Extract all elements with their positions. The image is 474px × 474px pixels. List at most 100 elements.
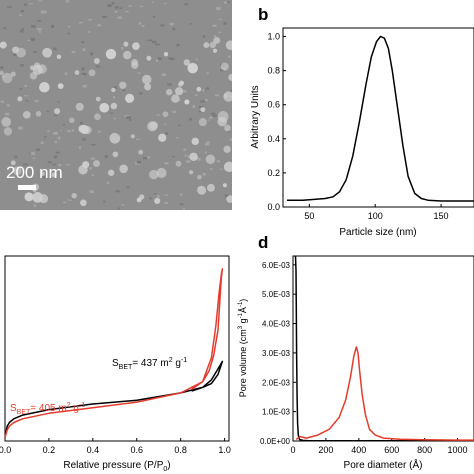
sem-particle	[32, 192, 43, 203]
sem-texture-grain	[67, 32, 71, 35]
sem-particle	[183, 59, 191, 66]
sem-particle	[188, 170, 194, 175]
sem-texture-grain	[205, 142, 210, 146]
x-tick-label: 0.8	[174, 445, 187, 455]
sem-texture-grain	[165, 132, 169, 135]
sem-texture-grain	[21, 28, 24, 31]
sem-texture-grain	[53, 131, 59, 135]
plot-frame-b	[282, 27, 474, 208]
sem-texture-grain	[38, 31, 42, 33]
sem-texture-grain	[42, 10, 48, 13]
sem-texture-grain	[24, 3, 27, 6]
annotation-sbet-black: SBET= 437 m2 g-1	[112, 357, 187, 371]
sem-particle	[22, 110, 31, 119]
sem-particle	[224, 124, 231, 132]
sem-particle	[109, 132, 121, 144]
sem-texture-grain	[229, 138, 233, 141]
sem-particle	[189, 152, 198, 161]
sem-texture-grain	[82, 48, 86, 51]
sem-texture-grain	[198, 106, 204, 108]
sem-texture-grain	[6, 104, 11, 107]
sem-texture-grain	[107, 4, 112, 7]
sem-texture-grain	[207, 119, 210, 121]
sem-texture-grain	[129, 119, 132, 121]
sem-particle	[57, 83, 64, 90]
sem-texture-grain	[151, 1, 154, 3]
sem-texture-grain	[216, 7, 221, 11]
sem-texture-grain	[189, 117, 192, 121]
sem-texture-grain	[71, 129, 75, 132]
sem-micrograph	[0, 0, 236, 211]
sem-texture-grain	[154, 43, 160, 46]
x-tick-label: 100	[368, 211, 383, 221]
sem-particle	[1, 117, 12, 127]
sem-particle	[212, 48, 218, 53]
sem-texture-grain	[71, 50, 76, 54]
sem-texture-grain	[62, 124, 65, 126]
sem-texture-grain	[220, 69, 225, 72]
sem-texture-grain	[203, 90, 207, 92]
sem-texture-grain	[180, 193, 183, 196]
sem-texture-grain	[53, 47, 57, 51]
sem-particle	[82, 161, 90, 169]
sem-texture-grain	[82, 138, 87, 141]
sem-texture-grain	[139, 5, 144, 8]
sem-particle	[165, 88, 173, 96]
sem-particle	[209, 41, 217, 49]
sem-texture-grain	[90, 157, 96, 160]
x-tick-label: 0.2	[43, 445, 56, 455]
sem-particle	[107, 169, 115, 176]
sem-texture-grain	[209, 116, 213, 119]
sem-texture-grain	[88, 18, 92, 21]
sem-particle	[68, 117, 75, 124]
sem-texture-grain	[164, 162, 169, 165]
sem-texture-grain	[114, 6, 119, 9]
sem-texture-grain	[4, 112, 10, 116]
panel-letter-b: b	[258, 5, 268, 24]
sem-texture-grain	[152, 15, 155, 18]
sem-particle	[56, 54, 62, 60]
sem-texture-grain	[120, 46, 124, 50]
scale-bar	[18, 185, 36, 190]
annotation-sbet-red: SBET= 405 m2 g-1	[10, 402, 85, 416]
sem-particle	[162, 111, 169, 118]
sem-texture-grain	[27, 39, 31, 42]
sem-texture-grain	[58, 164, 62, 167]
sem-texture-grain	[223, 22, 227, 25]
sem-texture-grain	[227, 1, 230, 4]
sem-particle	[138, 149, 144, 155]
sem-particle	[32, 64, 43, 75]
sem-texture-grain	[183, 148, 187, 151]
sem-texture-grain	[102, 15, 108, 18]
y-tick-label: 6.0E-03	[262, 261, 291, 270]
sem-texture-grain	[196, 157, 201, 161]
sem-texture-grain	[18, 126, 23, 130]
sem-texture-grain	[172, 110, 176, 113]
sem-texture-grain	[55, 151, 60, 154]
sem-texture-grain	[202, 35, 205, 38]
sem-texture-grain	[91, 144, 96, 146]
sem-texture-grain	[114, 10, 118, 13]
sem-particle	[220, 62, 229, 71]
sem-texture-grain	[218, 31, 222, 34]
sem-texture-grain	[29, 166, 34, 169]
sem-texture-grain	[47, 130, 50, 132]
sem-particle	[223, 145, 231, 153]
sem-texture-grain	[119, 7, 123, 9]
sem-particle	[3, 127, 13, 136]
sem-texture-grain	[147, 39, 153, 42]
sem-particle	[200, 107, 206, 113]
sem-texture-grain	[88, 166, 92, 170]
sem-texture-grain	[206, 72, 209, 74]
sem-particle	[39, 81, 50, 93]
sem-texture-grain	[37, 28, 42, 31]
sem-texture-grain	[81, 67, 85, 71]
sem-texture-grain	[213, 35, 217, 38]
y-tick-label: 1.0E-03	[262, 408, 291, 417]
sem-particle	[75, 102, 84, 111]
sem-particle	[99, 102, 110, 113]
sem-texture-grain	[91, 174, 95, 177]
sem-texture-grain	[13, 53, 17, 56]
sem-particle	[205, 154, 216, 165]
